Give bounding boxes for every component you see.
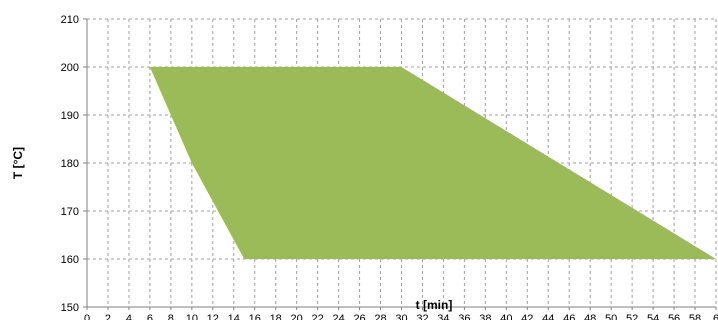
- x-tick-label-24: 24: [332, 313, 344, 320]
- y-tick-labels: 150 160 170 180 190 200 210: [61, 14, 79, 314]
- x-tick-label-46: 46: [563, 313, 575, 320]
- series-region-0: [149, 67, 716, 259]
- x-tick-label-22: 22: [312, 313, 324, 320]
- x-tick-label-52: 52: [626, 313, 638, 320]
- x-tick-label-0: 0: [84, 313, 90, 320]
- x-tick-label-26: 26: [353, 313, 365, 320]
- x-tick-label-44: 44: [542, 313, 554, 320]
- region-layer: [149, 67, 716, 259]
- x-tick-label-36: 36: [458, 313, 470, 320]
- x-tick-label-4: 4: [126, 313, 132, 320]
- y-tick-label-160: 160: [61, 254, 79, 266]
- y-tick-label-190: 190: [61, 110, 79, 122]
- y-axis-label: T [°C]: [11, 147, 25, 179]
- y-tick-label-150: 150: [61, 302, 79, 314]
- x-tick-label-18: 18: [270, 313, 282, 320]
- x-tick-label-42: 42: [521, 313, 533, 320]
- x-tick-label-38: 38: [479, 313, 491, 320]
- x-tick-label-50: 50: [605, 313, 617, 320]
- y-tick-label-200: 200: [61, 62, 79, 74]
- x-tick-label-30: 30: [395, 313, 407, 320]
- x-tick-label-6: 6: [147, 313, 153, 320]
- y-tick-label-210: 210: [61, 14, 79, 26]
- x-tick-label-58: 58: [689, 313, 701, 320]
- x-tick-label-12: 12: [207, 313, 219, 320]
- x-tick-label-2: 2: [105, 313, 111, 320]
- x-tick-label-10: 10: [186, 313, 198, 320]
- x-tick-label-56: 56: [668, 313, 680, 320]
- x-tick-label-14: 14: [228, 313, 240, 320]
- x-tick-label-28: 28: [374, 313, 386, 320]
- x-tick-label-34: 34: [437, 313, 449, 320]
- x-tick-label-16: 16: [249, 313, 261, 320]
- x-tick-label-8: 8: [168, 313, 174, 320]
- x-tick-label-20: 20: [291, 313, 303, 320]
- x-tick-label-60: 6: [713, 313, 718, 320]
- x-tick-labels: 0 2 4 6 8 10 12 14 16 18 20 22 24 26 28 30 32 34 36 38 40 42 4…: [84, 313, 718, 320]
- x-axis-label: t [min]: [416, 298, 453, 312]
- x-tick-label-40: 40: [500, 313, 512, 320]
- y-tick-label-180: 180: [61, 158, 79, 170]
- x-tick-label-48: 48: [584, 313, 596, 320]
- y-tick-label-170: 170: [61, 206, 79, 218]
- x-tick-label-32: 32: [416, 313, 428, 320]
- x-tick-label-54: 54: [647, 313, 659, 320]
- axes: [83, 18, 717, 310]
